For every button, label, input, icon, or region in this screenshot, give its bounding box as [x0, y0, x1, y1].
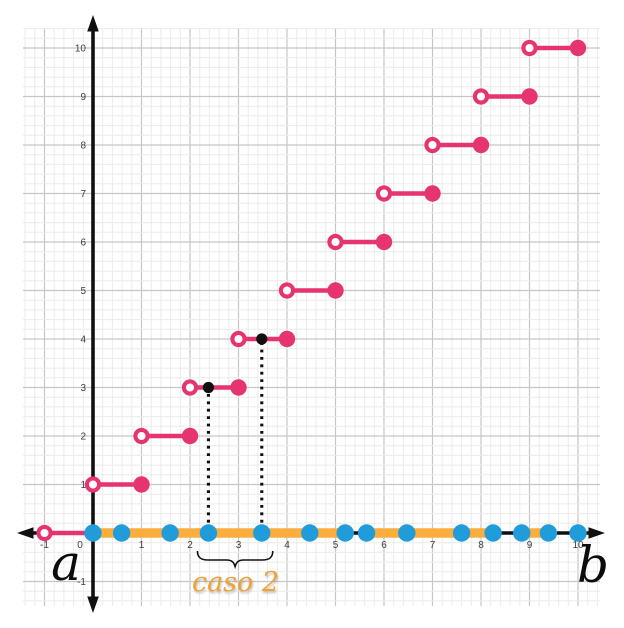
open-endpoint-circle [375, 185, 393, 202]
y-tick-label: 10 [75, 44, 87, 55]
y-tick-label: 5 [80, 286, 86, 297]
partition-point [484, 524, 502, 542]
x-tick-label: 0 [77, 540, 83, 551]
closed-endpoint-dot [424, 185, 441, 202]
partition-point [452, 524, 471, 542]
y-tick-label: 9 [80, 92, 86, 103]
x-tick-label: 3 [236, 540, 242, 551]
closed-endpoint-dot [569, 39, 587, 57]
partition-point [336, 524, 354, 542]
underbrace [196, 550, 274, 570]
x-tick-label: 9 [527, 540, 533, 551]
open-endpoint-circle [472, 88, 490, 105]
partition-point [253, 524, 271, 542]
x-tick-label: 8 [478, 540, 484, 551]
y-tick-label: 1 [80, 480, 86, 491]
function-value-point [256, 333, 268, 345]
open-endpoint-circle [424, 136, 441, 154]
y-axis-arrow-up-icon [87, 15, 99, 32]
x-tick-label: 6 [381, 540, 387, 551]
y-tick-label: -1 [77, 577, 86, 588]
open-endpoint-circle [181, 379, 199, 396]
open-endpoint-circle [230, 330, 247, 348]
open-endpoint-circle [278, 282, 296, 299]
open-endpoint-circle [84, 476, 102, 493]
closed-endpoint-dot [278, 330, 296, 348]
open-endpoint-circle [327, 233, 344, 251]
y-tick-label: 3 [80, 383, 86, 394]
partition-point [199, 524, 218, 542]
partition-point [539, 524, 558, 542]
x-tick-label: 4 [284, 540, 290, 551]
partition-point [569, 524, 587, 542]
partition-point [398, 524, 416, 542]
open-endpoint-circle [521, 39, 538, 57]
closed-endpoint-dot [472, 136, 490, 154]
y-tick-label: 6 [80, 238, 86, 249]
x-axis-arrow-right-icon [588, 527, 605, 539]
closed-endpoint-dot [327, 282, 344, 299]
y-tick-label: 4 [80, 335, 86, 346]
y-tick-label: 8 [80, 141, 86, 152]
partition-point [301, 524, 319, 542]
x-tick-label: 5 [333, 540, 339, 551]
x-tick-label: -1 [40, 540, 49, 551]
closed-endpoint-dot [230, 379, 247, 396]
partition-point [513, 524, 531, 542]
partition-point [112, 524, 131, 542]
x-tick-label: 1 [139, 540, 145, 551]
closed-endpoint-dot [521, 88, 538, 105]
closed-endpoint-dot [133, 476, 150, 493]
partition-point [161, 524, 179, 542]
partition-point [357, 524, 376, 542]
y-tick-label: 2 [80, 432, 86, 443]
open-endpoint-circle [133, 427, 150, 445]
y-tick-label: 7 [80, 189, 86, 200]
partition-point [84, 524, 102, 542]
closed-endpoint-dot [181, 427, 199, 445]
closed-endpoint-dot [375, 233, 393, 251]
x-tick-label: 10 [572, 540, 584, 551]
open-endpoint-circle [36, 524, 53, 542]
x-tick-label: 2 [187, 540, 193, 551]
function-value-point [202, 381, 215, 394]
x-axis-arrow-left-icon [17, 527, 34, 539]
x-tick-label: 7 [430, 540, 436, 551]
y-axis-arrow-down-icon [87, 596, 99, 613]
